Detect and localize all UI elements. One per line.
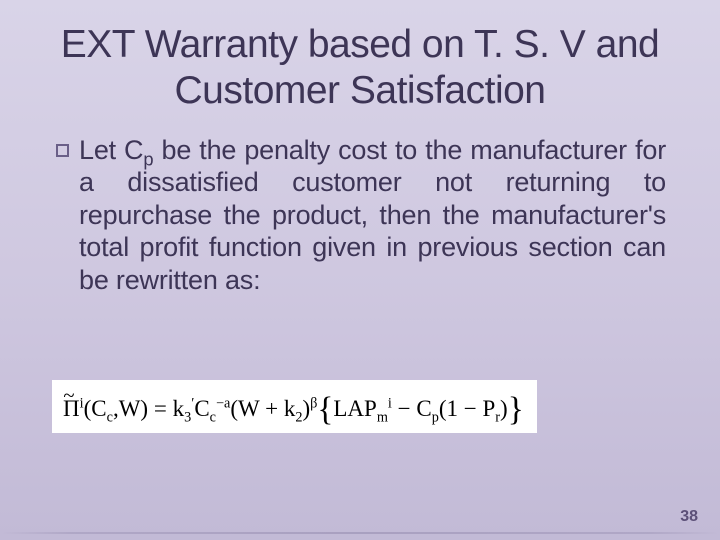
formula-box: ~ Π i(Cc,W) = k3′Cc−a(W + k2)β{LAPmi − C… bbox=[52, 380, 537, 433]
body-post-var: be the penalty cost to the manufacturer … bbox=[79, 135, 666, 295]
cc2-base: C bbox=[194, 396, 209, 421]
wterm-close: ) bbox=[302, 396, 310, 421]
tail-open: (1 − bbox=[439, 396, 483, 421]
lbrace: { bbox=[317, 391, 333, 428]
arg2: W bbox=[119, 396, 141, 421]
pi-symbol: ~ Π bbox=[63, 397, 80, 420]
lap: LAP bbox=[333, 396, 376, 421]
w: W bbox=[238, 396, 259, 421]
cp-sub: p bbox=[432, 410, 439, 426]
rbrace: } bbox=[508, 391, 524, 428]
cc2-sub: c bbox=[210, 410, 216, 426]
lap-sub: m bbox=[377, 410, 388, 426]
eq: = bbox=[148, 396, 172, 421]
footer-divider bbox=[0, 532, 720, 534]
wterm-open: ( bbox=[230, 396, 238, 421]
body-row: Let Cp be the penalty cost to the manufa… bbox=[56, 134, 666, 296]
body-pre-var: Let C bbox=[79, 135, 143, 165]
square-bullet-icon bbox=[56, 144, 69, 157]
cp-base: C bbox=[416, 396, 431, 421]
tilde-accent: ~ bbox=[63, 386, 74, 407]
slide-title: EXT Warranty based on T. S. V and Custom… bbox=[48, 22, 672, 114]
k3-base: k bbox=[173, 396, 185, 421]
arg1-base: C bbox=[91, 396, 106, 421]
plus: + bbox=[259, 396, 283, 421]
page-number: 38 bbox=[680, 508, 698, 526]
k3-sub: 3 bbox=[184, 410, 191, 426]
tail-close: ) bbox=[500, 396, 508, 421]
rparen: ) bbox=[140, 396, 148, 421]
minus: − bbox=[392, 396, 416, 421]
neg-a-sup: −a bbox=[216, 395, 230, 411]
k2-base: k bbox=[284, 396, 296, 421]
body-text: Let Cp be the penalty cost to the manufa… bbox=[79, 134, 666, 296]
slide: EXT Warranty based on T. S. V and Custom… bbox=[0, 0, 720, 540]
pr-base: P bbox=[482, 396, 495, 421]
